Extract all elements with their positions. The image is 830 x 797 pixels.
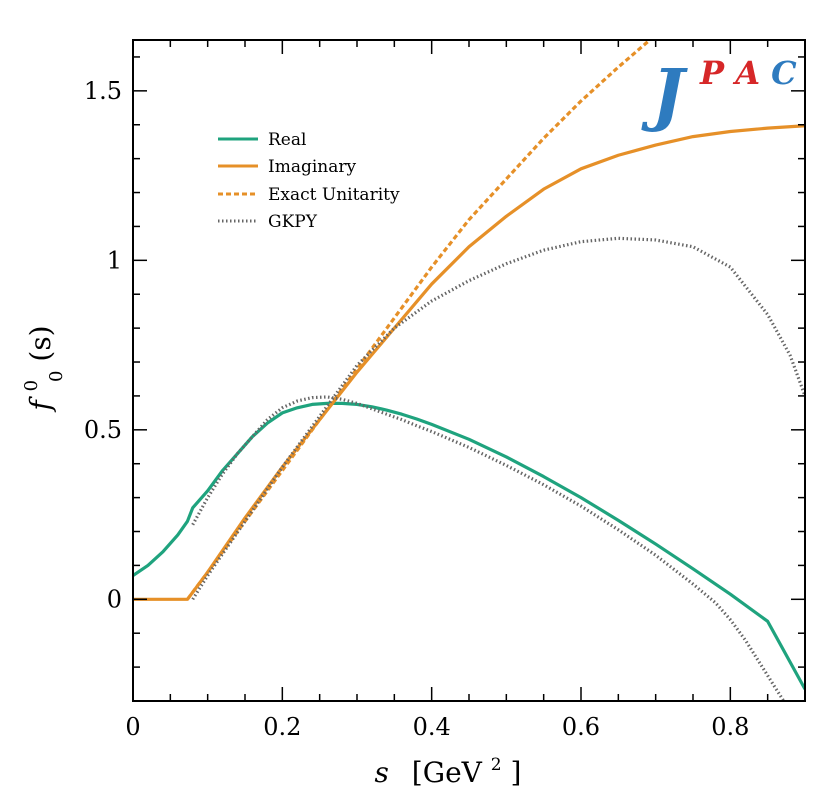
logo-c: C	[771, 54, 797, 92]
series-line-gkpy	[191, 395, 786, 701]
x-axis-unit-sup: 2	[491, 755, 502, 775]
series-line-gkpy-imag	[191, 236, 805, 601]
x-tick-label: 0.8	[711, 713, 749, 741]
x-axis-label: s [GeV 2 ]	[375, 744, 522, 789]
x-tick-label: 0.6	[562, 713, 600, 741]
y-tick-label: 0.5	[84, 416, 122, 444]
legend-entry-exact-unitarity: Exact Unitarity	[218, 185, 400, 205]
y-tick-label: 1	[107, 246, 122, 274]
legend-label-real: Real	[268, 130, 306, 150]
legend-label-exact-unitarity: Exact Unitarity	[268, 185, 400, 205]
y-axis-arg: (s)	[24, 325, 57, 361]
series-line-real	[133, 401, 805, 690]
legend-entry-gkpy: GKPY	[218, 212, 318, 232]
x-tick-label: 0	[125, 713, 140, 741]
logo-j: J	[641, 55, 688, 135]
y-axis-sup: 0	[21, 380, 42, 391]
series-line-exact-unitarity	[186, 40, 653, 601]
x-axis-var: s	[375, 756, 389, 789]
y-axis-f: f	[24, 396, 57, 413]
legend-label-gkpy: GKPY	[268, 212, 318, 232]
x-tick-label: 0.2	[263, 713, 301, 741]
logo-pac: P A C	[699, 54, 797, 92]
x-axis-unit-open: [GeV	[412, 756, 483, 789]
logo-p: P	[699, 54, 725, 92]
y-tick-label: 1.5	[84, 77, 122, 105]
x-tick-label: 0.4	[413, 713, 451, 741]
series-layer	[133, 40, 805, 701]
y-axis-sub: 0	[46, 371, 67, 382]
series-line-imaginary	[133, 124, 805, 601]
jpac-logo: J P A C	[641, 54, 797, 135]
x-axis-unit-close: ]	[511, 756, 522, 789]
logo-a: A	[732, 54, 760, 92]
legend: Real Imaginary Exact Unitarity GKPY	[218, 130, 400, 232]
legend-entry-imaginary: Imaginary	[218, 157, 357, 177]
y-tick-label: 0	[107, 585, 122, 613]
legend-entry-real: Real	[218, 130, 306, 150]
y-axis-label: f 0 0 (s)	[11, 325, 69, 412]
ticks-layer: 0 0.2 0.4 0.6 0.8 0 0.5 1 1.5	[84, 40, 806, 741]
legend-label-imaginary: Imaginary	[268, 157, 357, 177]
